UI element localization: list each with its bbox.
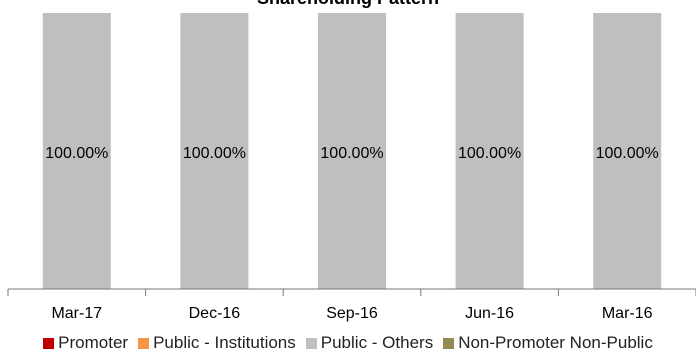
data-labels-group: 100.00% 100.00% 100.00% 100.00% 100.00%: [45, 145, 659, 162]
legend-item: Public - Institutions: [138, 333, 296, 353]
bar-Mar-17-series-2: [42, 13, 111, 289]
legend-item: Public - Others: [305, 333, 434, 353]
legend-label: Promoter: [58, 333, 129, 352]
bar-Dec-16-series-2: [180, 13, 249, 289]
data-label: 100.00%: [45, 145, 108, 162]
legend-item: Non-Promoter Non-Public: [443, 333, 653, 353]
legend-swatch: [43, 337, 55, 349]
data-label: 100.00%: [596, 145, 659, 162]
bar-Jun-16-series-2: [455, 13, 524, 289]
bar-Sep-16-series-2: [318, 13, 386, 289]
legend-swatch: [443, 337, 455, 349]
x-axis-ticks: [7, 289, 696, 296]
legend-label: Non-Promoter Non-Public: [458, 333, 653, 352]
data-label: 100.00%: [458, 145, 521, 162]
legend-swatch: [305, 337, 317, 349]
x-tick-label: Jun-16: [465, 305, 514, 322]
legend: Promoter Public - Institutions Public - Ot…: [0, 331, 696, 355]
x-tick-label: Dec-16: [189, 305, 241, 322]
x-axis-labels-group: Mar-17 Dec-16 Sep-16 Jun-16 Mar-16: [51, 305, 652, 322]
x-tick-label: Mar-16: [602, 305, 653, 322]
legend-label: Public - Institutions: [153, 333, 296, 352]
chart-title: Shareholding Pattern: [257, 0, 439, 8]
x-tick-label: Mar-17: [51, 305, 102, 322]
legend-item: Promoter: [43, 333, 128, 353]
bar-Mar-16-series-2: [593, 13, 662, 289]
data-label: 100.00%: [320, 145, 383, 162]
stacked-bar-chart: Shareholding Pattern 100.00%100.00%100.0…: [7, 0, 696, 322]
bars-group: [42, 13, 662, 289]
legend-label: Public - Others: [320, 333, 434, 352]
legend-swatch: [138, 337, 150, 349]
x-tick-label: Sep-16: [326, 305, 378, 322]
data-label: 100.00%: [183, 145, 246, 162]
